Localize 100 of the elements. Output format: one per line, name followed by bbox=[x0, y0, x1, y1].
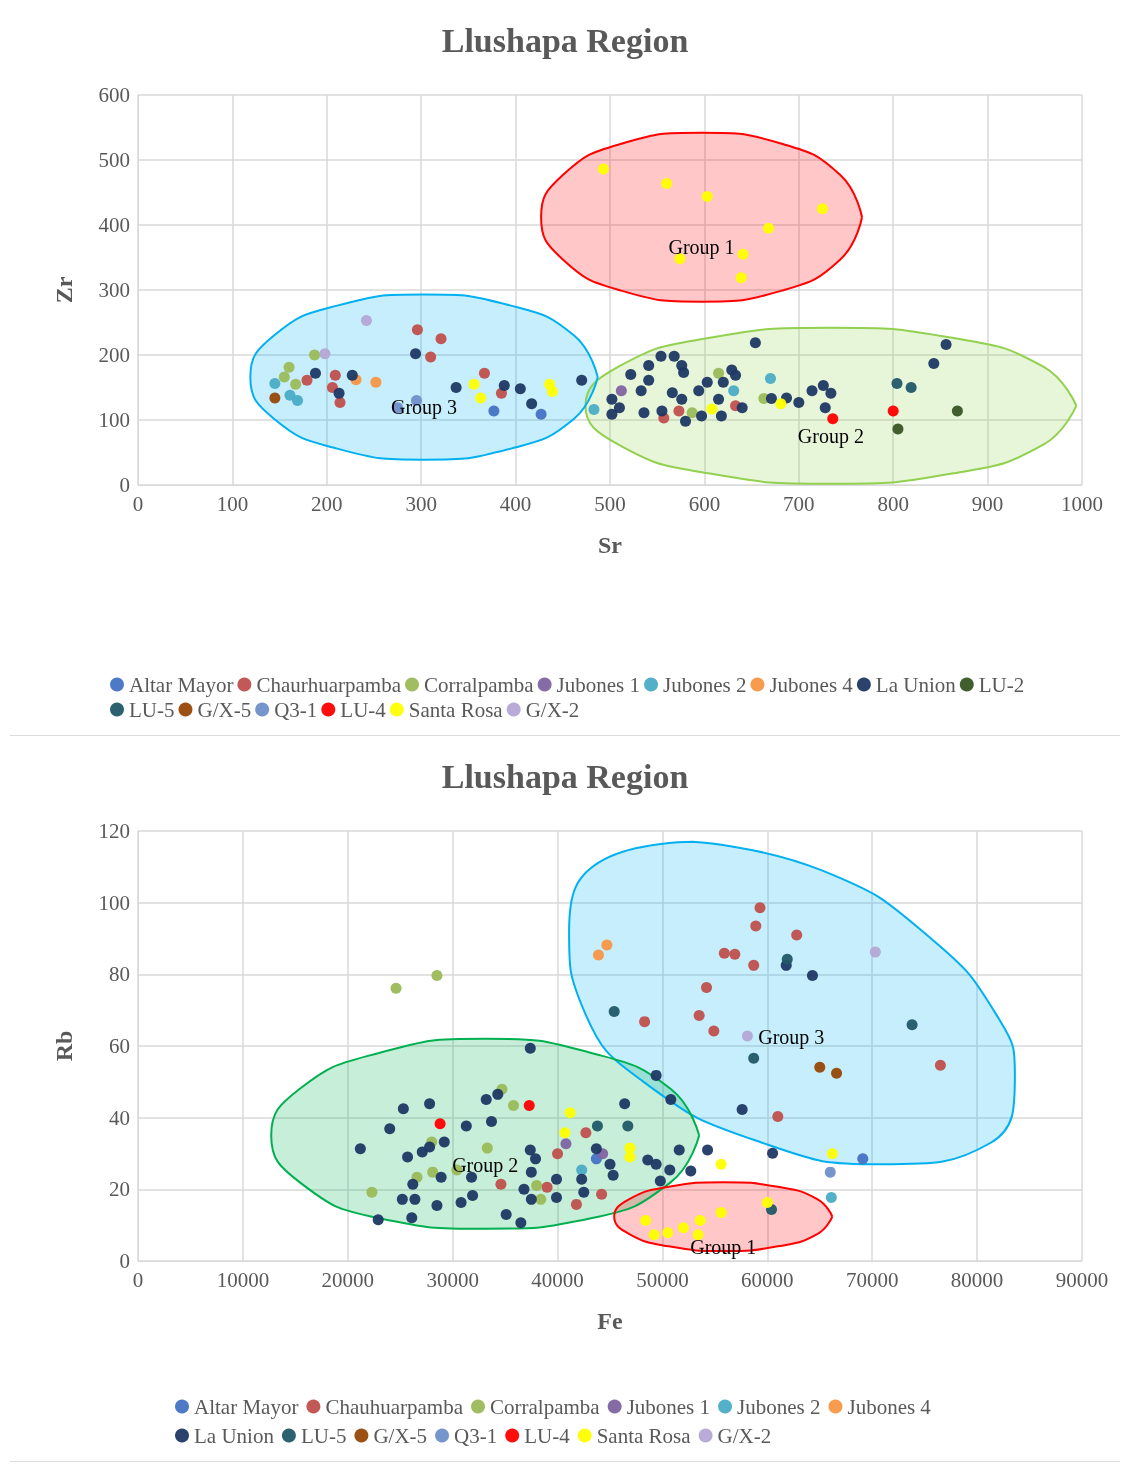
point bbox=[576, 1173, 588, 1185]
x-tick-label: 10000 bbox=[216, 1267, 270, 1292]
point bbox=[525, 1166, 537, 1178]
point bbox=[715, 1158, 727, 1170]
point bbox=[729, 948, 741, 960]
legend-label: Chaurhuarpamba bbox=[256, 672, 402, 697]
point bbox=[718, 947, 730, 959]
point bbox=[624, 1151, 636, 1163]
point bbox=[715, 410, 727, 422]
point bbox=[826, 1148, 838, 1160]
point bbox=[814, 1061, 826, 1073]
point bbox=[654, 1175, 666, 1187]
point bbox=[701, 190, 713, 202]
y-axis-title: Zr bbox=[51, 276, 77, 304]
point bbox=[713, 393, 725, 405]
point bbox=[662, 1227, 674, 1239]
legend-label: Corralpamba bbox=[424, 672, 535, 697]
point bbox=[475, 392, 487, 404]
point bbox=[635, 385, 647, 397]
point bbox=[754, 902, 766, 914]
point bbox=[661, 177, 673, 189]
y-tick-label: 0 bbox=[119, 1249, 130, 1273]
point bbox=[717, 376, 729, 388]
point bbox=[495, 1178, 507, 1190]
point bbox=[427, 1166, 439, 1178]
point bbox=[590, 1143, 602, 1155]
x-tick-label: 600 bbox=[688, 491, 721, 516]
point bbox=[531, 1179, 543, 1191]
x-tick-label: 500 bbox=[594, 491, 626, 516]
annotation: Group 3 bbox=[758, 1025, 825, 1049]
x-tick-label: 40000 bbox=[531, 1267, 584, 1292]
point bbox=[597, 163, 609, 175]
point bbox=[570, 1198, 582, 1210]
point bbox=[290, 378, 302, 390]
point bbox=[319, 348, 331, 360]
point bbox=[934, 1059, 946, 1071]
point bbox=[541, 1181, 553, 1193]
x-axis-title: Sr bbox=[598, 532, 623, 558]
point bbox=[643, 359, 655, 371]
y-tick-label: 0 bbox=[119, 473, 130, 497]
y-tick-label: 60 bbox=[109, 1034, 130, 1058]
x-tick-label: 70000 bbox=[845, 1267, 899, 1292]
point bbox=[940, 339, 952, 351]
point bbox=[730, 369, 742, 381]
point bbox=[827, 413, 839, 425]
point bbox=[407, 1178, 419, 1190]
point bbox=[673, 1144, 685, 1156]
point bbox=[825, 1192, 837, 1204]
legend-label: LU-5 bbox=[300, 1423, 347, 1448]
point bbox=[514, 383, 526, 395]
point bbox=[366, 1186, 378, 1198]
point bbox=[480, 1093, 492, 1105]
point bbox=[639, 1016, 651, 1028]
point bbox=[677, 1222, 689, 1234]
point bbox=[467, 1189, 479, 1201]
x-tick-label: 80000 bbox=[950, 1267, 1004, 1292]
point bbox=[869, 946, 881, 958]
point bbox=[592, 949, 604, 961]
x-tick-label: 700 bbox=[783, 491, 815, 516]
point bbox=[693, 385, 705, 397]
legend-label: G/X-5 bbox=[197, 697, 252, 722]
legend-label: Jubones 4 bbox=[847, 1394, 932, 1419]
y-axis-title: Rb bbox=[51, 1030, 77, 1062]
point bbox=[559, 1127, 571, 1139]
point bbox=[767, 1147, 779, 1159]
point bbox=[402, 1151, 414, 1163]
legend-label: Jubones 2 bbox=[737, 1394, 821, 1419]
point bbox=[518, 1183, 530, 1195]
point bbox=[424, 1098, 436, 1110]
point bbox=[278, 371, 290, 383]
point bbox=[431, 1199, 443, 1211]
x-tick-label: 200 bbox=[311, 491, 343, 516]
legend-label: La Union bbox=[194, 1423, 275, 1448]
point bbox=[434, 1118, 446, 1130]
point bbox=[750, 920, 762, 932]
point bbox=[816, 203, 828, 215]
point bbox=[749, 337, 761, 349]
legend-label: Corralpamba bbox=[490, 1394, 601, 1419]
point bbox=[269, 392, 281, 404]
point bbox=[625, 369, 637, 380]
legend-label: Chauhuarpamba bbox=[325, 1394, 464, 1419]
annotation: Group 2 bbox=[452, 1154, 519, 1178]
point bbox=[450, 382, 462, 393]
x-tick-label: 100 bbox=[216, 491, 249, 516]
legend-label: Santa Rosa bbox=[408, 697, 504, 722]
point bbox=[370, 376, 382, 388]
point bbox=[763, 222, 775, 234]
point bbox=[411, 324, 423, 336]
point bbox=[764, 372, 776, 384]
point bbox=[525, 1193, 537, 1205]
point bbox=[793, 396, 805, 408]
point bbox=[648, 1229, 660, 1241]
point bbox=[580, 1127, 592, 1139]
point bbox=[806, 969, 818, 981]
point bbox=[735, 272, 747, 284]
point bbox=[608, 1006, 620, 1018]
chart-title: Llushapa Region bbox=[441, 757, 689, 795]
point bbox=[640, 1215, 652, 1227]
x-axis-title: Fe bbox=[597, 1308, 623, 1334]
point bbox=[736, 1103, 748, 1115]
